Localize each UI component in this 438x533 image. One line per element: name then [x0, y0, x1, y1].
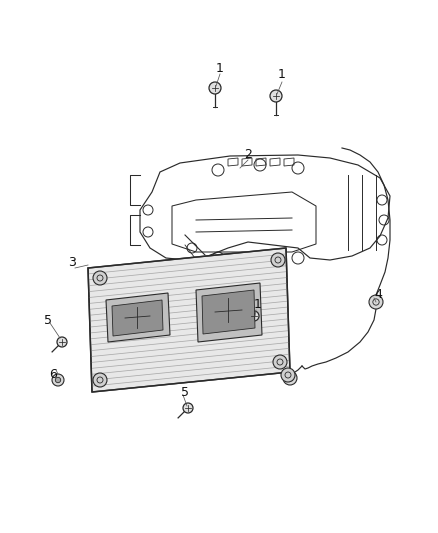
Circle shape — [209, 82, 221, 94]
Text: 2: 2 — [244, 149, 252, 161]
Polygon shape — [88, 248, 290, 392]
Circle shape — [271, 253, 285, 267]
Circle shape — [55, 377, 61, 383]
Text: 1: 1 — [254, 298, 262, 311]
Circle shape — [283, 371, 297, 385]
Circle shape — [369, 295, 383, 309]
Circle shape — [281, 368, 295, 382]
Text: 5: 5 — [44, 313, 52, 327]
Text: 3: 3 — [68, 255, 76, 269]
Circle shape — [57, 337, 67, 347]
Text: 4: 4 — [374, 288, 382, 302]
Circle shape — [93, 373, 107, 387]
Circle shape — [273, 355, 287, 369]
Polygon shape — [112, 300, 163, 336]
Circle shape — [52, 374, 64, 386]
Text: 6: 6 — [49, 368, 57, 382]
Circle shape — [249, 311, 259, 321]
Text: 1: 1 — [278, 69, 286, 82]
Text: 1: 1 — [216, 61, 224, 75]
Polygon shape — [106, 293, 170, 342]
Circle shape — [183, 403, 193, 413]
Circle shape — [93, 271, 107, 285]
Polygon shape — [202, 290, 255, 334]
Text: 5: 5 — [181, 385, 189, 399]
Polygon shape — [196, 283, 262, 342]
Circle shape — [270, 90, 282, 102]
